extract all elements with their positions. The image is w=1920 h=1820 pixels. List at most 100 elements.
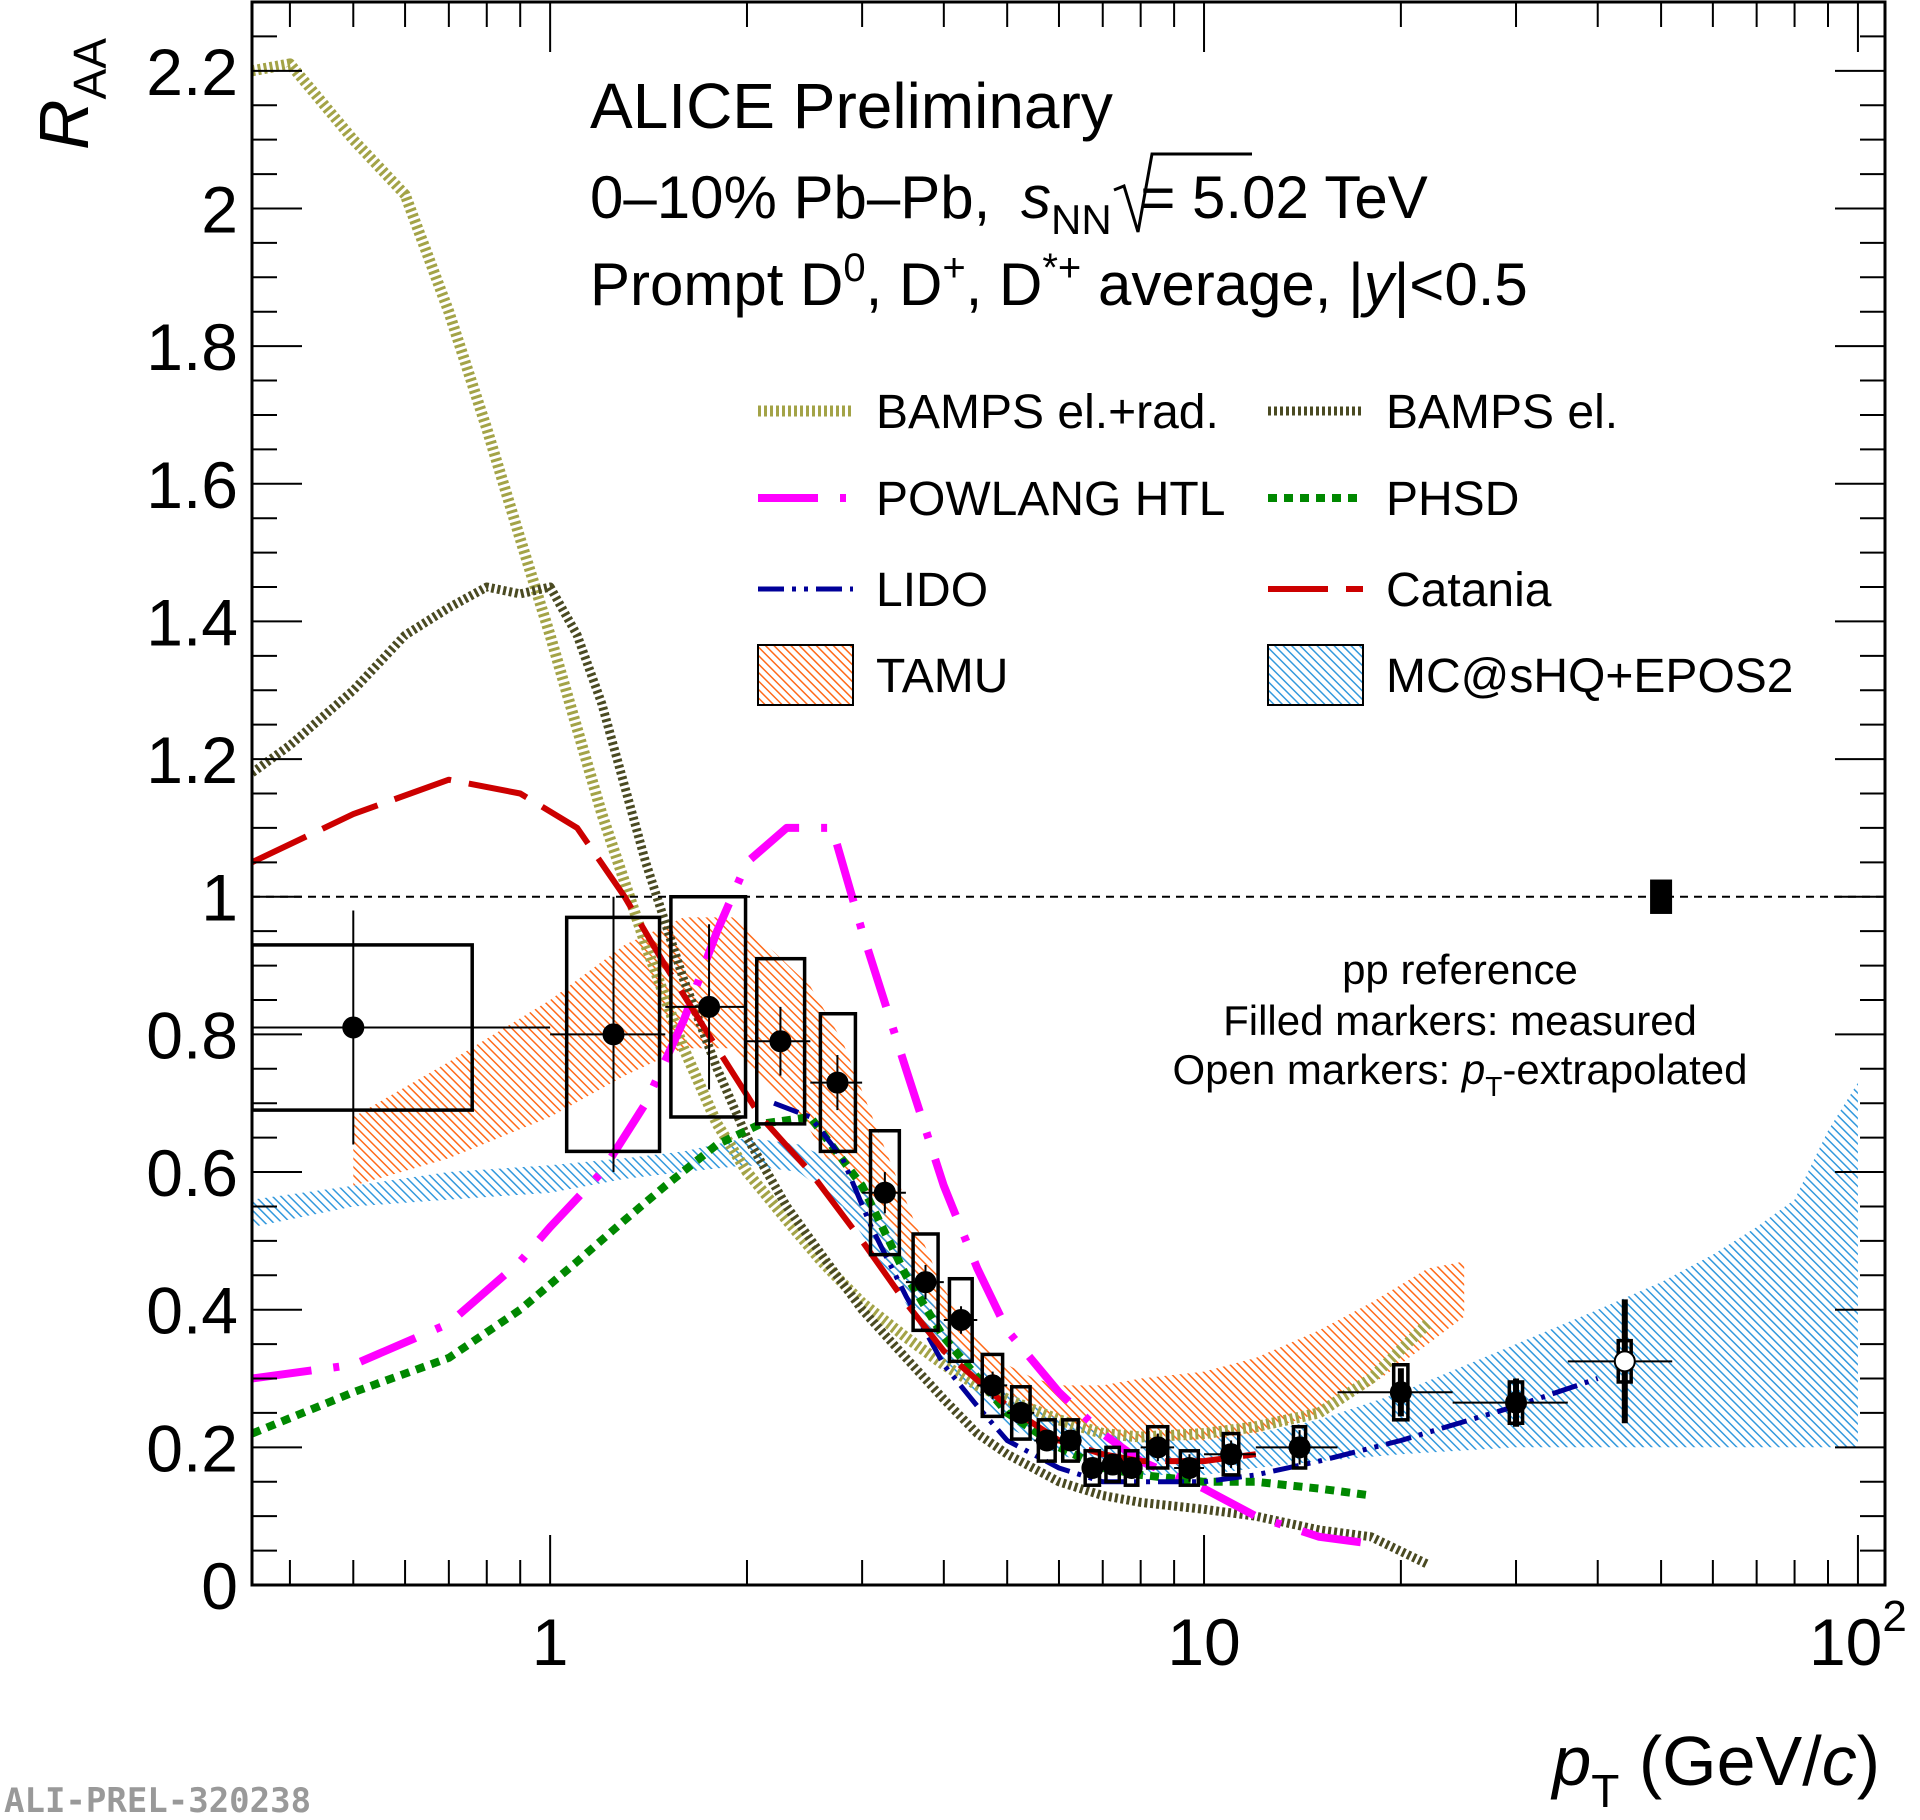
filled-marker [1288, 1436, 1311, 1459]
legend-label: BAMPS el. [1386, 386, 1618, 439]
legend-item-powlang: POWLANG HTL [758, 473, 1225, 526]
filled-marker [1059, 1429, 1082, 1452]
x-tick-labels: 1 10 102 [532, 1592, 1907, 1679]
curve-catania [252, 776, 1257, 1465]
x-tick-label: 1 [532, 1605, 569, 1679]
legend-item-catania: Catania [1268, 564, 1552, 617]
data-point-5 [862, 1128, 906, 1257]
data-point-8 [977, 1352, 1008, 1419]
legend-swatch [757, 644, 854, 706]
chart-subtitle-energy: 0–10% Pb–Pb, sNN = 5.02 TeV [590, 164, 1428, 247]
open-marker [1613, 1350, 1636, 1373]
band-mcshq [252, 1082, 1858, 1475]
curve-powlang [252, 823, 1372, 1548]
data-point-20 [1452, 1378, 1568, 1427]
filled-marker [1081, 1456, 1104, 1479]
filled-marker [1146, 1436, 1169, 1459]
data-point-17 [1204, 1431, 1256, 1477]
curve-lido [773, 1100, 1599, 1485]
data-point-2 [665, 894, 748, 1119]
curve-bamps_elrad [252, 58, 1432, 1443]
data-point-3 [746, 956, 811, 1126]
filled-marker [342, 1016, 365, 1039]
legend-item-mcshq: MC@sHQ+EPOS2 [1267, 644, 1793, 706]
legend-label: Catania [1386, 564, 1552, 617]
filled-marker [981, 1374, 1004, 1397]
x-axis-title: pT (GeV/c) [1550, 1722, 1880, 1817]
x-tick-label: 102 [1809, 1592, 1907, 1679]
legend-swatch [1267, 644, 1364, 706]
filled-marker [769, 1030, 792, 1053]
legend-item-bamps_el: BAMPS el. [1268, 386, 1618, 439]
chart-subtitle-species: Prompt D0, D+, D*+ average, |y|<0.5 [590, 246, 1528, 318]
data-points [252, 894, 1673, 1487]
filled-marker [602, 1023, 625, 1046]
legend-item-lido: LIDO [758, 564, 988, 617]
legend-item-tamu: TAMU [757, 644, 1008, 706]
unity-reference-line [252, 879, 1885, 914]
model-curves [252, 58, 1599, 1569]
data-point-18 [1255, 1424, 1338, 1470]
y-tick-label: 1.2 [146, 723, 238, 797]
legend-label: TAMU [876, 650, 1008, 703]
filled-marker [698, 995, 721, 1018]
legend-label: POWLANG HTL [876, 473, 1225, 526]
y-tick-label: 2.2 [146, 35, 238, 109]
y-tick-label: 0.2 [146, 1411, 238, 1485]
data-point-14 [1120, 1449, 1143, 1487]
data-point-19 [1337, 1363, 1453, 1422]
data-point-0 [252, 910, 551, 1145]
data-point-7 [943, 1276, 978, 1364]
model-bands [252, 917, 1858, 1475]
data-point-21 [1567, 1299, 1673, 1424]
legend-item-phsd: PHSD [1268, 473, 1519, 526]
y-tick-label: 0.8 [146, 998, 238, 1072]
filled-marker [950, 1309, 973, 1332]
axis-ticks [252, 1, 1885, 1586]
filled-marker [1120, 1456, 1143, 1479]
chart-title: ALICE Preliminary [590, 70, 1113, 142]
y-tick-label: 1.4 [146, 585, 238, 659]
filled-marker [1101, 1453, 1124, 1476]
x-tick-label: 10 [1167, 1605, 1240, 1679]
sqrt-symbol [1113, 152, 1252, 233]
legend-label: PHSD [1386, 473, 1519, 526]
open-markers-note: Open markers: pT-extrapolated [1172, 1046, 1747, 1102]
x-tick-label-exponent: 2 [1882, 1592, 1906, 1641]
filled-markers-note: Filled markers: measured [1223, 997, 1697, 1044]
pp-reference-label: pp reference [1342, 946, 1578, 993]
y-tick-label: 1 [201, 861, 238, 935]
filled-marker [826, 1071, 849, 1094]
data-point-16 [1174, 1449, 1205, 1487]
filled-marker [1220, 1443, 1243, 1466]
y-tick-label: 1.6 [146, 448, 238, 522]
filled-marker [914, 1271, 937, 1294]
y-tick-label: 2 [201, 172, 238, 246]
pp-reference-uncertainty-box [1650, 879, 1673, 914]
data-point-15 [1140, 1424, 1175, 1470]
filled-marker [1035, 1429, 1058, 1452]
data-point-6 [905, 1232, 944, 1333]
preliminary-id-watermark: ALI-PREL-320238 [4, 1781, 311, 1820]
data-point-11 [1058, 1418, 1082, 1463]
filled-marker [1505, 1391, 1528, 1414]
legend: BAMPS el.+rad. BAMPS el. POWLANG HTL PHSD LI… [757, 386, 1793, 706]
filled-marker [1178, 1456, 1201, 1479]
filled-marker [1010, 1401, 1033, 1424]
y-tick-label: 0.6 [146, 1136, 238, 1210]
filled-marker [1389, 1381, 1412, 1404]
legend-label: MC@sHQ+EPOS2 [1386, 650, 1793, 703]
data-point-12 [1081, 1449, 1104, 1487]
filled-marker [873, 1181, 896, 1204]
data-point-9 [1007, 1385, 1035, 1441]
y-axis-title: RAA [25, 38, 116, 150]
data-point-4 [810, 1011, 863, 1154]
data-point-10 [1034, 1418, 1059, 1463]
band-tamu [353, 917, 1465, 1441]
y-tick-label: 1.8 [146, 310, 238, 384]
legend-label: LIDO [876, 564, 988, 617]
legend-item-bamps_elrad: BAMPS el.+rad. [758, 386, 1219, 439]
y-tick-labels: 0 0.2 0.4 0.6 0.8 1 1.2 1.4 1.6 1.8 2 2.2 [146, 35, 238, 1623]
y-tick-label: 0.4 [146, 1274, 238, 1348]
